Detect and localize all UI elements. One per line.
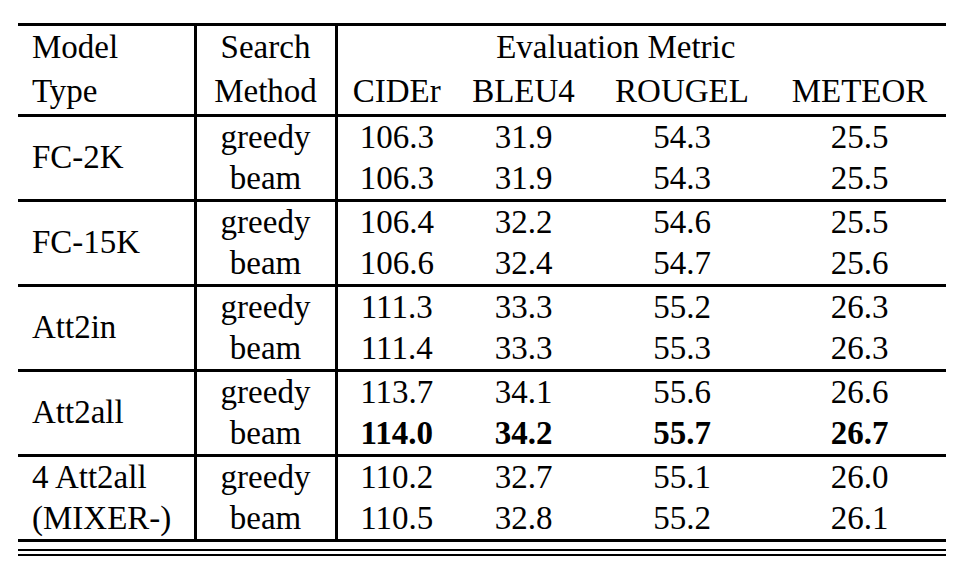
header-row-2: Type Method CIDEr BLEU4 ROUGEL METEOR [18, 70, 946, 116]
metric-value-rougel: 54.6 [591, 201, 773, 244]
header-bleu4: BLEU4 [456, 70, 591, 116]
header-rougel: ROUGEL [591, 70, 773, 116]
metric-value-meteor: 26.6 [773, 371, 946, 414]
metric-value-bleu4: 34.1 [456, 371, 591, 414]
metric-value-meteor: 26.1 [773, 498, 946, 541]
search-method: greedy [195, 116, 336, 159]
table-row: FC-15K greedy 106.4 32.2 54.6 25.5 [18, 201, 946, 244]
metric-value-rougel: 54.7 [591, 243, 773, 286]
model-name: Att2all [18, 371, 195, 456]
metric-value-bleu4: 32.7 [456, 456, 591, 499]
metric-value-cider: 113.7 [336, 371, 456, 414]
metric-value-bleu4: 31.9 [456, 158, 591, 201]
metric-value-bleu4: 32.2 [456, 201, 591, 244]
search-method: beam [195, 498, 336, 541]
model-name: FC-15K [18, 201, 195, 286]
metric-value-bleu4: 31.9 [456, 116, 591, 159]
model-name-line1: 4 Att2all [32, 457, 194, 498]
metric-value-cider: 106.4 [336, 201, 456, 244]
search-method: greedy [195, 201, 336, 244]
metric-value-cider: 106.3 [336, 116, 456, 159]
metric-value-cider: 110.2 [336, 456, 456, 499]
metric-value-meteor: 25.5 [773, 158, 946, 201]
table-row: 4 Att2all (MIXER-) greedy 110.2 32.7 55.… [18, 456, 946, 499]
metric-value-rougel: 55.2 [591, 286, 773, 329]
metric-value-cider: 106.3 [336, 158, 456, 201]
metric-value-cider: 111.3 [336, 286, 456, 329]
metric-value-meteor: 25.5 [773, 116, 946, 159]
model-name: 4 Att2all (MIXER-) [18, 456, 195, 541]
metric-value-bleu4: 32.4 [456, 243, 591, 286]
header-cider: CIDEr [336, 70, 456, 116]
search-method: beam [195, 328, 336, 371]
search-method: beam [195, 413, 336, 456]
metric-value-bleu4: 33.3 [456, 286, 591, 329]
metric-value-bleu4: 34.2 [456, 413, 591, 456]
table-row: Att2in greedy 111.3 33.3 55.2 26.3 [18, 286, 946, 329]
search-method: greedy [195, 371, 336, 414]
metric-value-rougel: 55.1 [591, 456, 773, 499]
header-row-1: Model Search Evaluation Metric [18, 25, 946, 71]
search-method: greedy [195, 286, 336, 329]
header-method: Method [195, 70, 336, 116]
header-type: Type [18, 70, 195, 116]
header-evaluation-metric: Evaluation Metric [336, 25, 946, 71]
table-bottom-double-rule [18, 549, 946, 556]
metric-value-cider: 110.5 [336, 498, 456, 541]
metric-value-meteor: 26.0 [773, 456, 946, 499]
metric-value-rougel: 54.3 [591, 158, 773, 201]
model-name: FC-2K [18, 116, 195, 201]
metric-value-rougel: 54.3 [591, 116, 773, 159]
metric-value-rougel: 55.2 [591, 498, 773, 541]
model-name-line2: (MIXER-) [32, 498, 194, 539]
metric-value-bleu4: 33.3 [456, 328, 591, 371]
metric-value-meteor: 25.5 [773, 201, 946, 244]
search-method: beam [195, 158, 336, 201]
metric-value-rougel: 55.3 [591, 328, 773, 371]
metric-value-meteor: 26.7 [773, 413, 946, 456]
table-row: Att2all greedy 113.7 34.1 55.6 26.6 [18, 371, 946, 414]
model-name: Att2in [18, 286, 195, 371]
metric-value-cider: 114.0 [336, 413, 456, 456]
search-method: greedy [195, 456, 336, 499]
metric-value-rougel: 55.7 [591, 413, 773, 456]
metric-value-cider: 106.6 [336, 243, 456, 286]
metric-value-meteor: 26.3 [773, 286, 946, 329]
search-method: beam [195, 243, 336, 286]
table-row: FC-2K greedy 106.3 31.9 54.3 25.5 [18, 116, 946, 159]
header-model: Model [18, 25, 195, 71]
metric-value-cider: 111.4 [336, 328, 456, 371]
metric-value-meteor: 25.6 [773, 243, 946, 286]
metric-value-bleu4: 32.8 [456, 498, 591, 541]
metric-value-rougel: 55.6 [591, 371, 773, 414]
header-search: Search [195, 25, 336, 71]
metric-value-meteor: 26.3 [773, 328, 946, 371]
results-table: Model Search Evaluation Metric Type Meth… [18, 23, 946, 542]
header-meteor: METEOR [773, 70, 946, 116]
